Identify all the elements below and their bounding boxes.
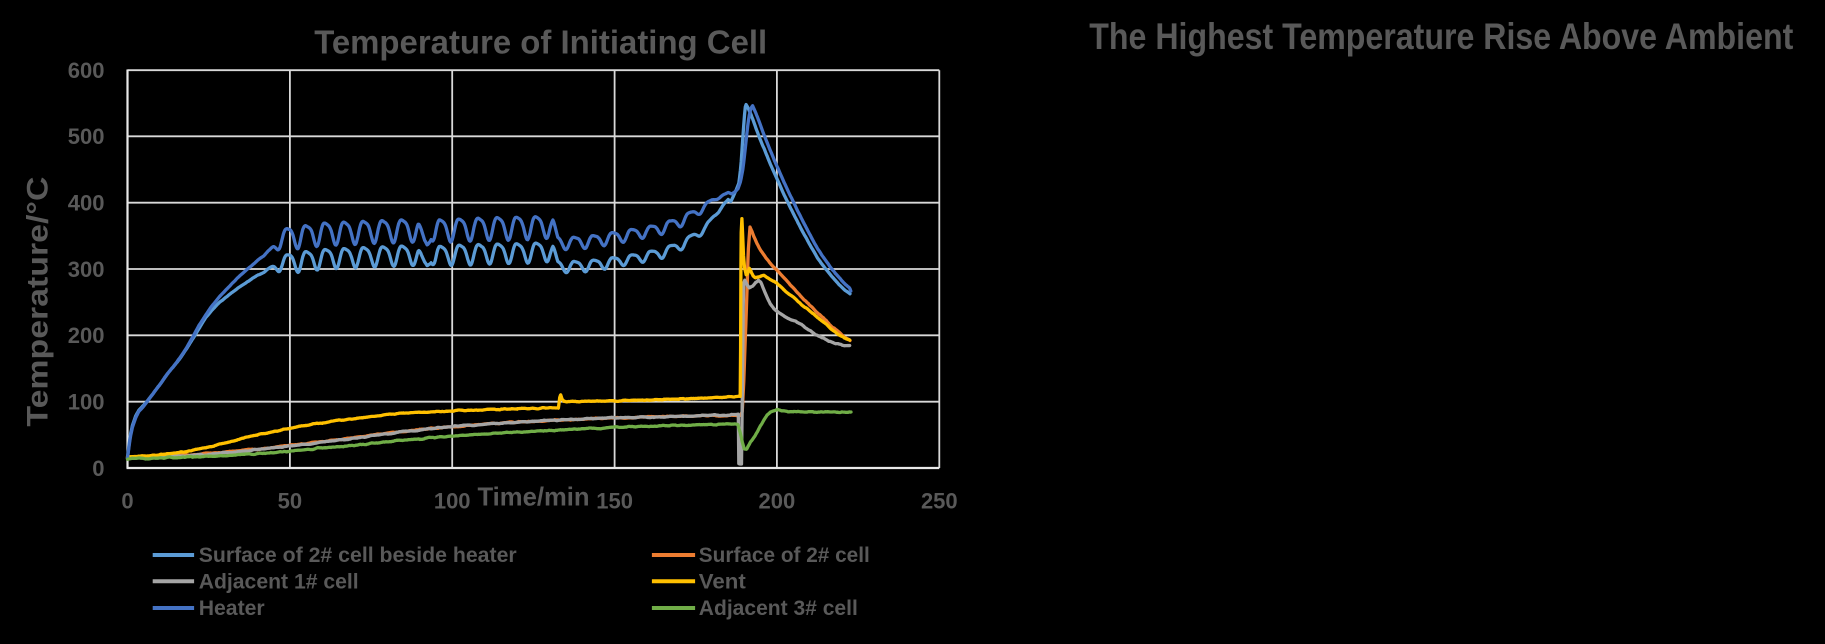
svg-text:Temperature/°C: Temperature/°C [22, 177, 55, 427]
svg-text:300: 300 [68, 257, 105, 282]
svg-text:Surface of 2# cell: Surface of 2# cell [699, 543, 870, 567]
svg-text:Time/min: Time/min [478, 481, 590, 511]
svg-text:Heater: Heater [199, 596, 266, 620]
svg-text:600: 600 [68, 58, 105, 83]
svg-text:Adjacent 3# cell: Adjacent 3# cell [699, 596, 858, 620]
svg-text:400: 400 [68, 191, 105, 216]
svg-text:Adjacent 1# cell: Adjacent 1# cell [199, 569, 359, 593]
svg-text:Temperature of Initiating Cell: Temperature of Initiating Cell [314, 25, 767, 62]
svg-text:200: 200 [759, 488, 796, 513]
svg-text:100: 100 [434, 488, 471, 513]
svg-text:50: 50 [278, 488, 302, 513]
svg-text:150: 150 [596, 488, 633, 513]
svg-text:500: 500 [68, 124, 105, 149]
svg-text:250: 250 [921, 488, 958, 513]
svg-text:0: 0 [121, 488, 133, 513]
svg-text:The Highest Temperature Rise A: The Highest Temperature Rise Above Ambie… [1089, 15, 1793, 57]
svg-text:Vent: Vent [699, 569, 746, 593]
svg-text:0: 0 [92, 456, 104, 481]
svg-text:100: 100 [68, 390, 105, 415]
svg-text:Surface of 2# cell beside heat: Surface of 2# cell beside heater [199, 543, 518, 567]
svg-text:200: 200 [68, 323, 105, 348]
